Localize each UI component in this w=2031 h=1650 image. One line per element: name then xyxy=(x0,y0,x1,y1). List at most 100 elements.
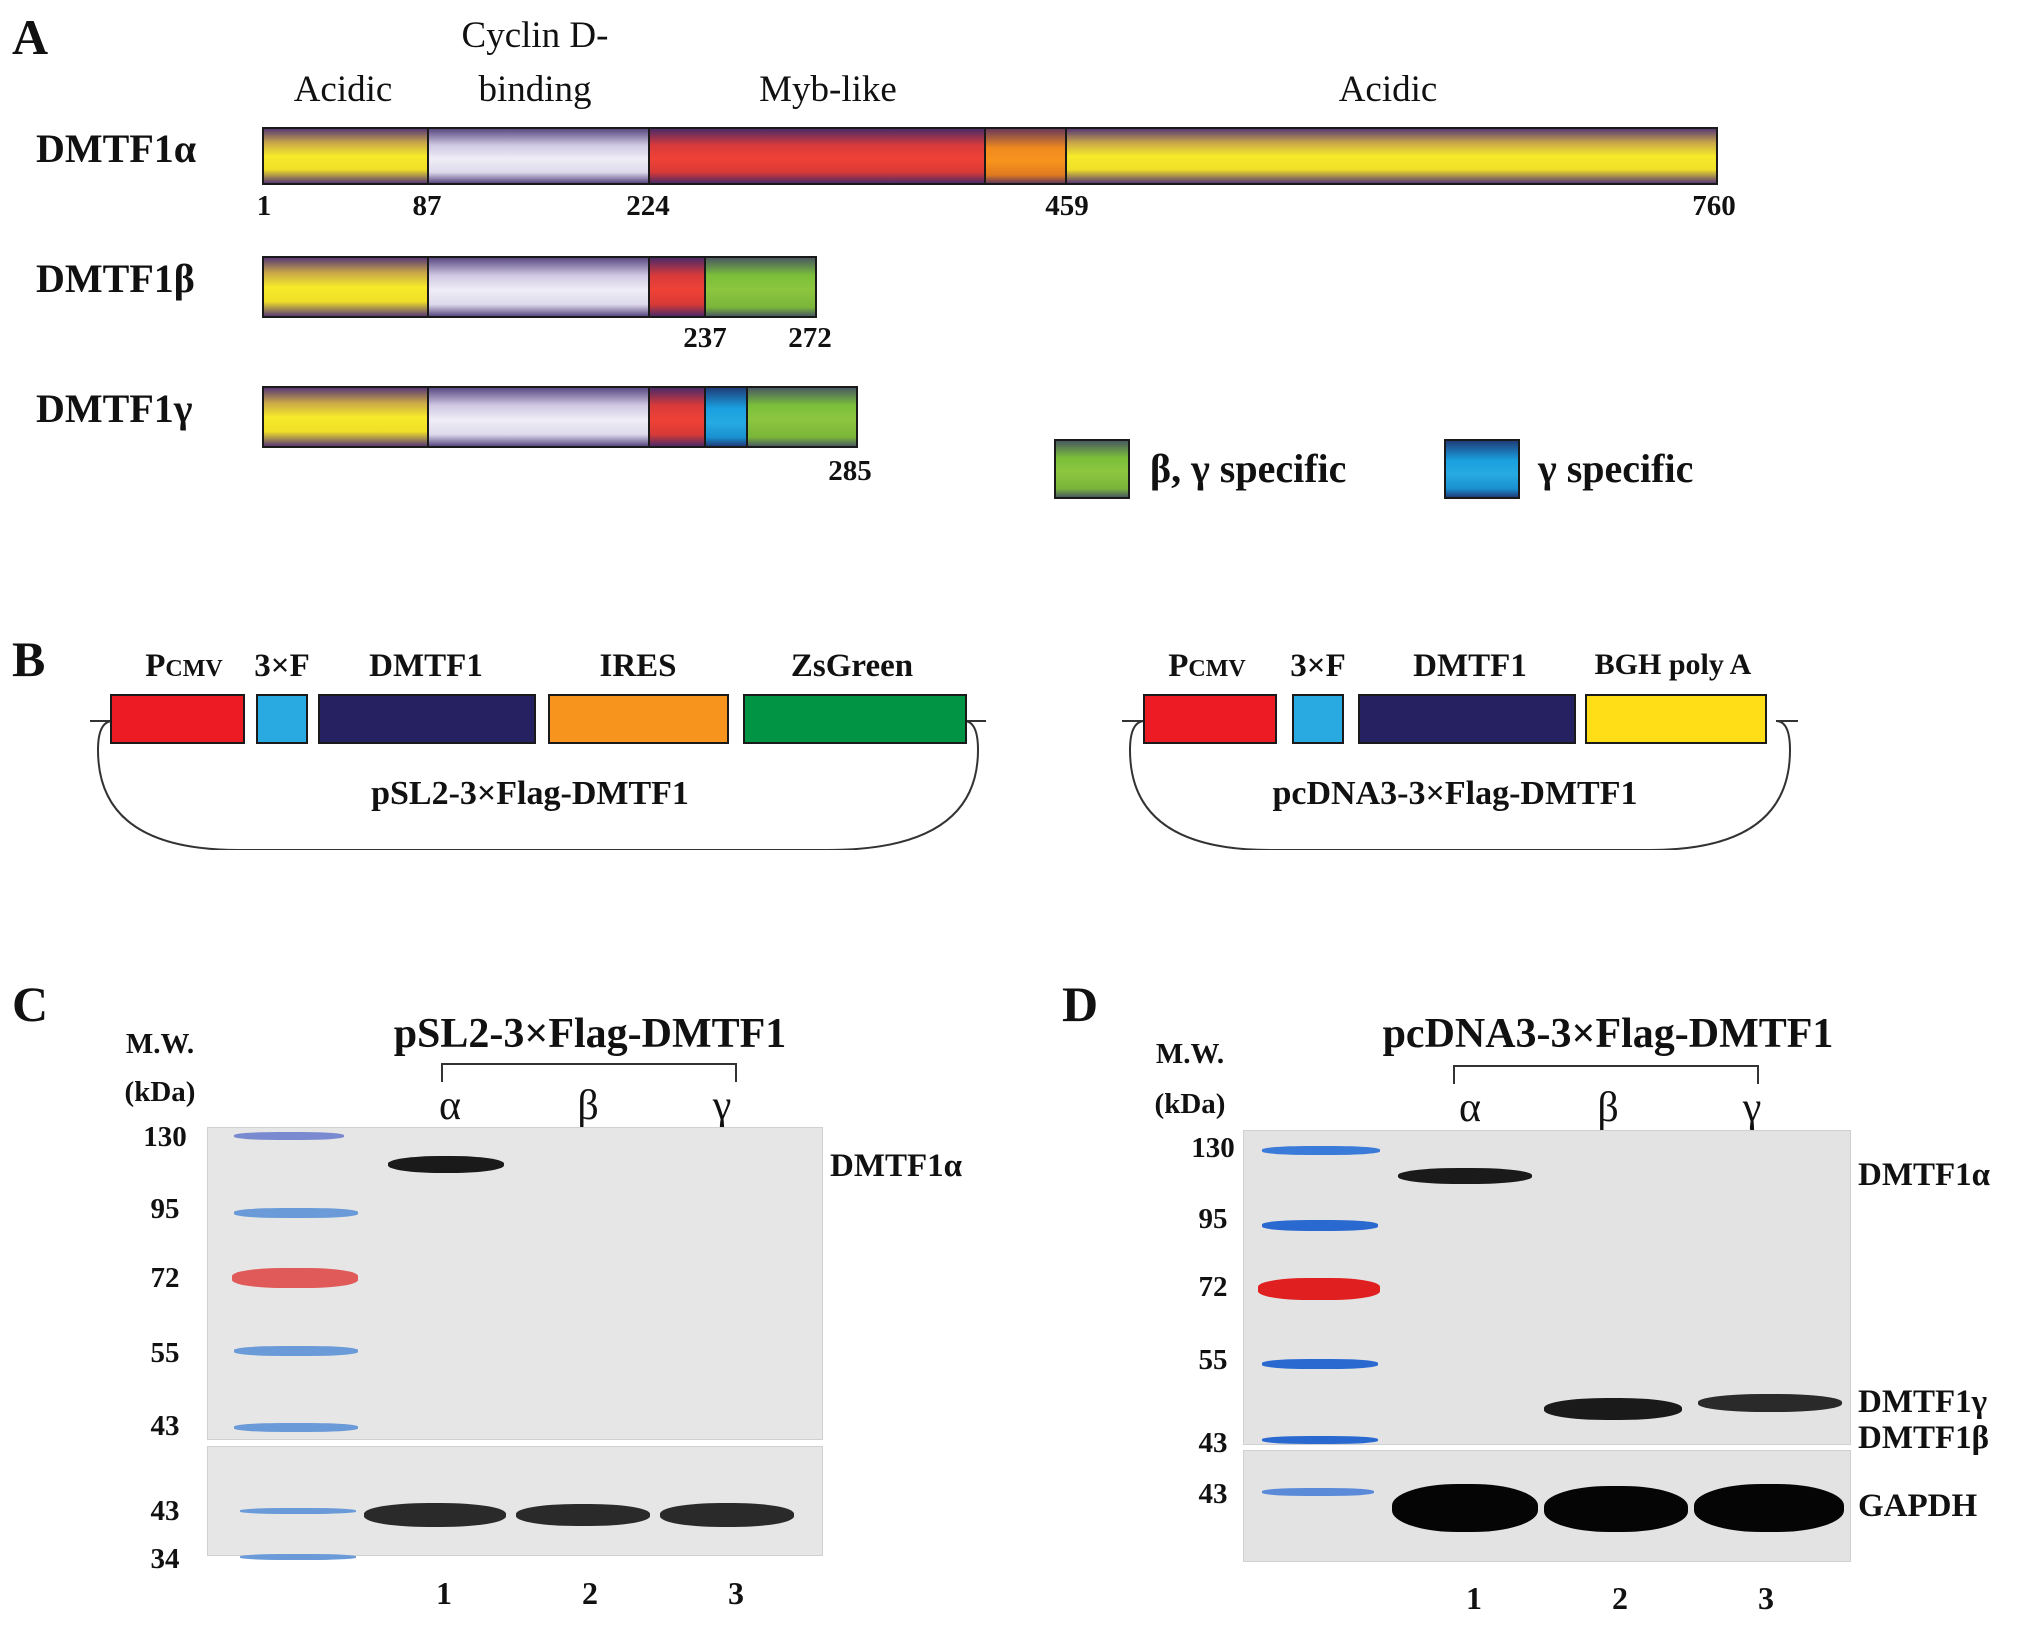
gamma-shared-specific-region xyxy=(746,386,858,448)
panel-d-mw-label: M.W. xyxy=(1155,1038,1225,1070)
panel-a-letter: A xyxy=(12,9,49,65)
panel-c-ladder-43 xyxy=(234,1423,358,1432)
left-pcmv-box xyxy=(110,694,245,744)
legend-blue-swatch xyxy=(1444,439,1520,499)
panel-c-mw-label: M.W. xyxy=(125,1028,195,1060)
right-vector-name: pcDNA3-3×Flag-DMTF1 xyxy=(1272,775,1638,812)
beta-cyclin-d-binding-domain xyxy=(427,256,648,318)
gamma-specific-region xyxy=(704,386,746,448)
alpha-pos-459: 459 xyxy=(1045,190,1089,222)
panel-d-lane-number-1: 1 xyxy=(1466,1580,1482,1616)
panel-d-lane-number-2: 2 xyxy=(1612,1580,1628,1616)
left-pcmv-label: PCMV xyxy=(145,648,223,684)
isoform-name-gamma: DMTF1γ xyxy=(36,386,193,431)
gamma-pos-285: 285 xyxy=(828,455,872,487)
isoform-name-alpha: DMTF1α xyxy=(36,126,197,171)
panel-d-lane-number-3: 3 xyxy=(1758,1580,1774,1616)
left-vector-backbone xyxy=(90,720,986,850)
right-pcmv-box xyxy=(1143,694,1277,744)
left-ires-box xyxy=(548,694,729,744)
left-flag-box xyxy=(256,694,308,744)
isoform-name-beta: DMTF1β xyxy=(36,256,195,301)
beta-myb-fragment xyxy=(648,256,704,318)
domain-label-acidic-n: Acidic xyxy=(293,69,393,110)
right-dmtf1-box xyxy=(1358,694,1576,744)
alpha-domain-bar xyxy=(262,127,1718,185)
panel-c-lane-number-1: 1 xyxy=(436,1575,452,1611)
domain-label-acidic-c: Acidic xyxy=(1338,69,1438,110)
panel-c-letter: C xyxy=(12,976,49,1032)
panel-c-lane-gamma: γ xyxy=(712,1083,732,1129)
right-dmtf1-label: DMTF1 xyxy=(1413,648,1527,684)
panel-c-lane-alpha: α xyxy=(438,1083,462,1129)
panel-c-ladder-72 xyxy=(232,1268,358,1288)
panel-c-title: pSL2-3×Flag-DMTF1 xyxy=(393,1011,787,1057)
panel-c-lane-bracket xyxy=(441,1063,737,1082)
panel-c-band-loading-2 xyxy=(516,1504,650,1526)
panel-d-letter: D xyxy=(1062,976,1099,1032)
beta-domain-bar xyxy=(262,256,817,318)
right-bgh-label: BGH poly A xyxy=(1594,648,1752,681)
panel-c-ladder-34 xyxy=(240,1554,356,1560)
beta-pos-237: 237 xyxy=(683,322,727,354)
panel-c-ladder-130 xyxy=(234,1132,344,1140)
alpha-orange-region xyxy=(984,127,1065,185)
panel-d-marker-95: 95 xyxy=(1198,1203,1228,1235)
panel-d-marker-72: 72 xyxy=(1198,1271,1228,1303)
panel-c-ladder-43-lower xyxy=(240,1508,356,1514)
panel-c-marker-95: 95 xyxy=(150,1193,180,1225)
panel-c-marker-55: 55 xyxy=(150,1337,180,1369)
panel-c-marker-34: 34 xyxy=(150,1543,180,1575)
alpha-acidic-n-domain xyxy=(262,127,427,185)
panel-d-ladder-55 xyxy=(1262,1359,1378,1369)
panel-d-band-gapdh-2 xyxy=(1544,1486,1688,1532)
left-dmtf1-box xyxy=(318,694,536,744)
panel-d-band-label-gapdh: GAPDH xyxy=(1858,1488,1978,1524)
alpha-pos-87: 87 xyxy=(412,190,442,222)
right-flag-label: 3×F xyxy=(1290,648,1346,684)
panel-d-marker-43: 43 xyxy=(1198,1427,1228,1459)
panel-c-lane-number-2: 2 xyxy=(582,1575,598,1611)
panel-d-marker-43-lower: 43 xyxy=(1198,1478,1228,1510)
left-ires-label: IRES xyxy=(599,648,677,684)
panel-d-lane-beta: β xyxy=(1597,1085,1619,1131)
panel-d-band-gapdh-1 xyxy=(1392,1484,1538,1532)
panel-d-band-label-gamma: DMTF1γ xyxy=(1858,1384,1988,1420)
panel-c-ladder-95 xyxy=(234,1208,358,1218)
panel-d-ladder-72 xyxy=(1258,1278,1380,1300)
right-bgh-box xyxy=(1585,694,1767,744)
panel-d-band-dmtf1-beta xyxy=(1544,1398,1682,1420)
legend-green-label: β, γ specific xyxy=(1150,446,1347,491)
left-vector-name: pSL2-3×Flag-DMTF1 xyxy=(371,775,689,812)
alpha-cyclin-d-binding-domain xyxy=(427,127,648,185)
gamma-cyclin-d-binding-domain xyxy=(427,386,648,448)
panel-c-ladder-55 xyxy=(234,1346,358,1356)
domain-label-cyclin-line1: Cyclin D- xyxy=(461,15,609,56)
panel-d-ladder-95 xyxy=(1262,1220,1378,1231)
panel-c-marker-43-lower: 43 xyxy=(150,1495,180,1527)
panel-d-ladder-43-lower xyxy=(1262,1488,1374,1496)
panel-d-band-dmtf1-alpha xyxy=(1398,1168,1532,1184)
right-vector-backbone xyxy=(1122,720,1798,850)
panel-d-title: pcDNA3-3×Flag-DMTF1 xyxy=(1382,1011,1834,1057)
panel-c-kda-label: (kDa) xyxy=(124,1076,196,1108)
panel-c-band-dmtf1-alpha xyxy=(388,1156,504,1173)
panel-d-marker-55: 55 xyxy=(1198,1344,1228,1376)
left-dmtf1-label: DMTF1 xyxy=(369,648,483,684)
alpha-pos-760: 760 xyxy=(1692,190,1736,222)
legend-green-swatch xyxy=(1054,439,1130,499)
panel-d-lane-gamma: γ xyxy=(1742,1085,1762,1131)
panel-c-marker-43: 43 xyxy=(150,1410,180,1442)
panel-c-marker-72: 72 xyxy=(150,1262,180,1294)
panel-d-lane-bracket xyxy=(1453,1065,1759,1084)
panel-b-letter: B xyxy=(12,631,46,687)
panel-d-kda-label: (kDa) xyxy=(1154,1088,1226,1120)
panel-d-band-gapdh-3 xyxy=(1694,1484,1844,1532)
beta-acidic-domain xyxy=(262,256,427,318)
panel-c-blot-bottom xyxy=(207,1446,823,1556)
alpha-pos-1: 1 xyxy=(256,190,272,222)
gamma-acidic-domain xyxy=(262,386,427,448)
panel-d-lane-alpha: α xyxy=(1458,1085,1482,1131)
alpha-myb-like-domain xyxy=(648,127,984,185)
left-flag-label: 3×F xyxy=(254,648,310,684)
